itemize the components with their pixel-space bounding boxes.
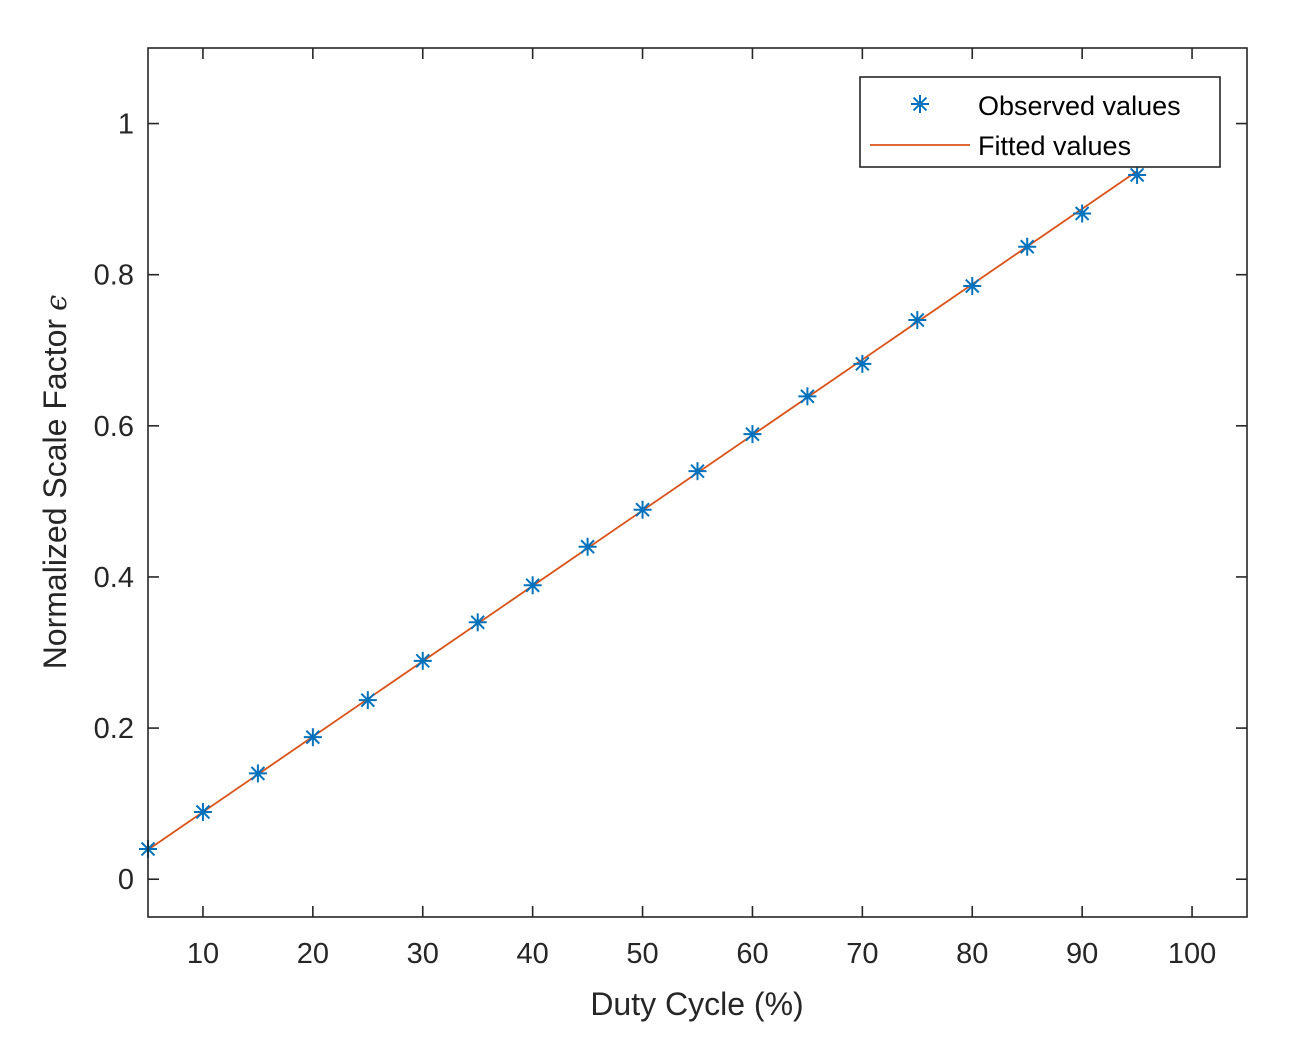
x-tick-label: 20 [297,938,329,970]
observed-point [1128,165,1147,184]
y-tick-label: 0.8 [94,260,134,292]
x-tick-label: 40 [517,938,549,970]
legend-observed-label: Observed values [978,91,1181,121]
x-tick-label: 50 [626,938,658,970]
x-axis-label: Duty Cycle (%) [590,986,803,1022]
y-tick-label: 0 [118,864,134,896]
legend-asterisk-icon [911,95,929,113]
observed-point [413,651,432,670]
y-axis-label-symbol: ϵ [39,295,73,311]
observed-point [523,576,542,595]
observed-point [578,537,597,556]
observed-point [468,613,487,632]
x-tick-label: 80 [956,938,988,970]
legend-fitted-label: Fitted values [978,131,1131,161]
legend: Observed values Fitted values [859,76,1221,168]
observed-point [963,277,982,296]
observed-point [358,691,377,710]
axes-box [147,47,1248,918]
y-ticks: 0 0.2 0.4 0.6 0.8 1 [94,109,1247,896]
x-tick-label: 30 [407,938,439,970]
x-tick-label: 100 [1168,938,1216,970]
y-tick-label: 1 [118,109,134,141]
observed-point [248,764,267,783]
observed-point [193,802,212,821]
x-ticks: 10 20 30 40 50 60 70 80 90 100 [187,48,1216,970]
y-axis-label: Normalized Scale Factorϵ [37,295,73,670]
observed-point [798,387,817,406]
observed-point [908,311,927,330]
x-tick-label: 10 [187,938,219,970]
observed-point [688,462,707,481]
legend-box [859,76,1221,168]
observed-point [633,500,652,519]
observed-point [1018,237,1037,256]
observed-point [1073,204,1092,223]
y-tick-label: 0.6 [94,411,134,443]
observed-point [303,728,322,747]
y-tick-label: 0.2 [94,713,134,745]
x-tick-label: 90 [1066,938,1098,970]
observed-point [743,425,762,444]
y-tick-label: 0.4 [94,562,134,594]
x-tick-label: 60 [736,938,768,970]
plot-area [148,48,1247,917]
x-tick-label: 70 [846,938,878,970]
observed-point [853,354,872,373]
legend-observed-marker [911,95,929,113]
